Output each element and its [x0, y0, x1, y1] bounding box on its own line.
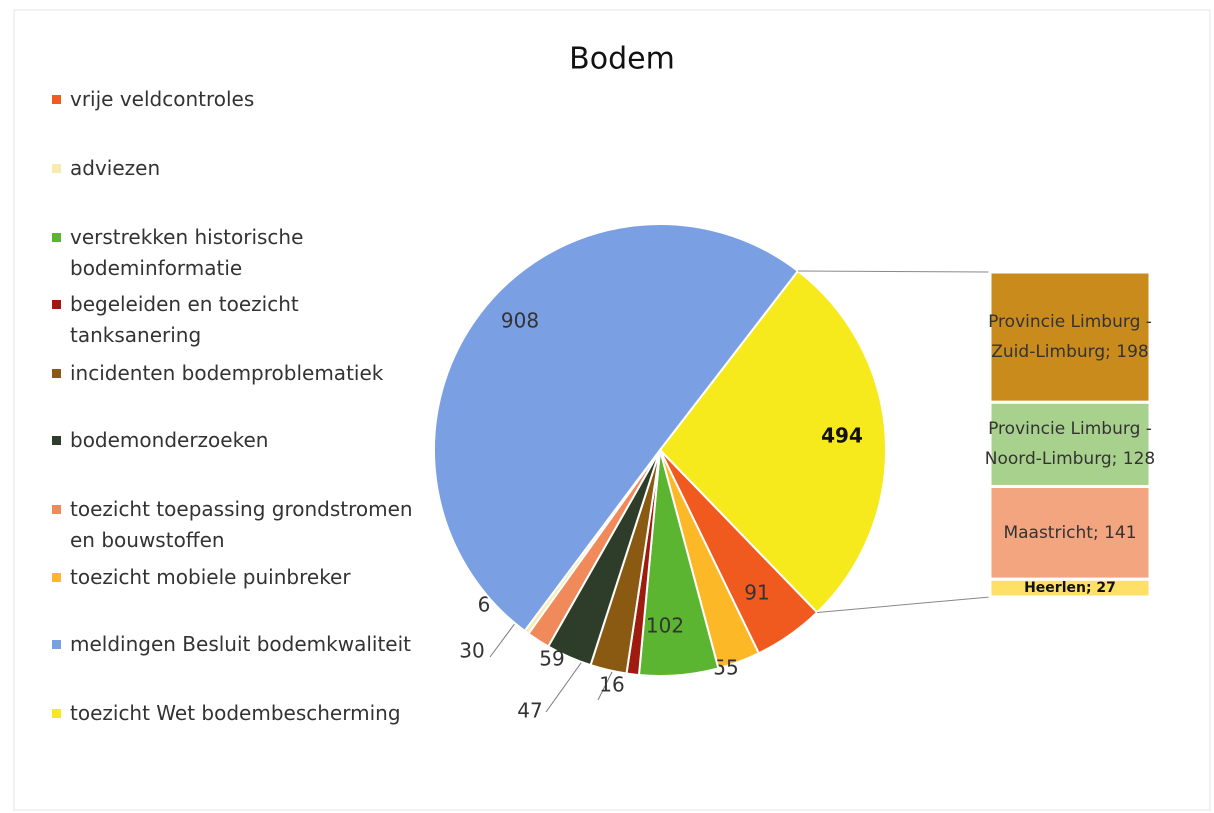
legend-label: toezicht Wet bodembescherming — [70, 701, 401, 725]
legend-item: begeleiden en toezicht tanksanering — [52, 289, 302, 351]
data-label: 59 — [539, 647, 564, 671]
legend-item: toezicht toepassing grondstromen en bouw… — [52, 494, 432, 556]
legend-swatch — [52, 640, 61, 649]
legend-label: toezicht mobiele puinbreker — [70, 565, 351, 589]
data-label: 6 — [478, 593, 491, 617]
data-label: 102 — [646, 614, 684, 638]
legend-item: vrije veldcontroles — [52, 84, 432, 115]
legend-label: meldingen Besluit bodemkwaliteit — [70, 632, 412, 656]
data-label: 47 — [517, 699, 542, 723]
legend-swatch — [52, 709, 61, 718]
bar-label: Provincie Limburg - Noord-Limburg; 128 — [984, 419, 1156, 470]
bar-segment — [988, 577, 1152, 599]
legend-item: verstrekken historische bodeminformatie — [52, 222, 312, 284]
legend-label: vrije veldcontroles — [70, 87, 255, 111]
data-label: 16 — [599, 673, 624, 697]
bar-segment — [988, 270, 1152, 404]
legend-item: toezicht mobiele puinbreker — [52, 562, 432, 593]
frame — [13, 9, 1211, 811]
legend-item: bodemonderzoeken — [52, 425, 432, 456]
legend-label: adviezen — [70, 156, 161, 180]
legend-label: begeleiden en toezicht tanksanering — [70, 292, 299, 347]
leader-line — [489, 621, 517, 658]
data-label: 908 — [501, 309, 539, 333]
pie-slice — [658, 269, 887, 614]
legend-swatch — [52, 505, 61, 514]
bar-label: Maastricht; 141 — [1003, 522, 1137, 543]
legend-label: incidenten bodemproblematiek — [70, 361, 384, 385]
legend-item: meldingen Besluit bodemkwaliteit — [52, 629, 432, 660]
legend-swatch — [52, 573, 61, 582]
data-label: 30 — [459, 639, 484, 663]
bar-label: Provincie Limburg - Zuid-Limburg; 198 — [988, 312, 1152, 363]
chart-title: Bodem — [569, 42, 675, 77]
legend-swatch — [52, 369, 61, 378]
data-label: 91 — [744, 581, 769, 605]
bar-label: Heerlen; 27 — [1024, 580, 1116, 597]
legend-swatch — [52, 95, 61, 104]
legend-label: verstrekken historische bodeminformatie — [70, 225, 304, 280]
legend-swatch — [52, 436, 61, 445]
legend-swatch — [52, 300, 61, 309]
legend-swatch — [52, 164, 61, 173]
pie-slice — [433, 223, 800, 633]
legend-item: adviezen — [52, 153, 432, 184]
legend-item: incidenten bodemproblematiek — [52, 358, 432, 389]
legend-swatch — [52, 233, 61, 242]
data-label: 494 — [821, 424, 863, 448]
legend-label: bodemonderzoeken — [70, 428, 269, 452]
connector-line — [817, 596, 991, 613]
legend-item: toezicht Wet bodembescherming — [52, 698, 432, 729]
connector-line — [797, 270, 991, 273]
legend-label: toezicht toepassing grondstromen en bouw… — [70, 497, 413, 552]
